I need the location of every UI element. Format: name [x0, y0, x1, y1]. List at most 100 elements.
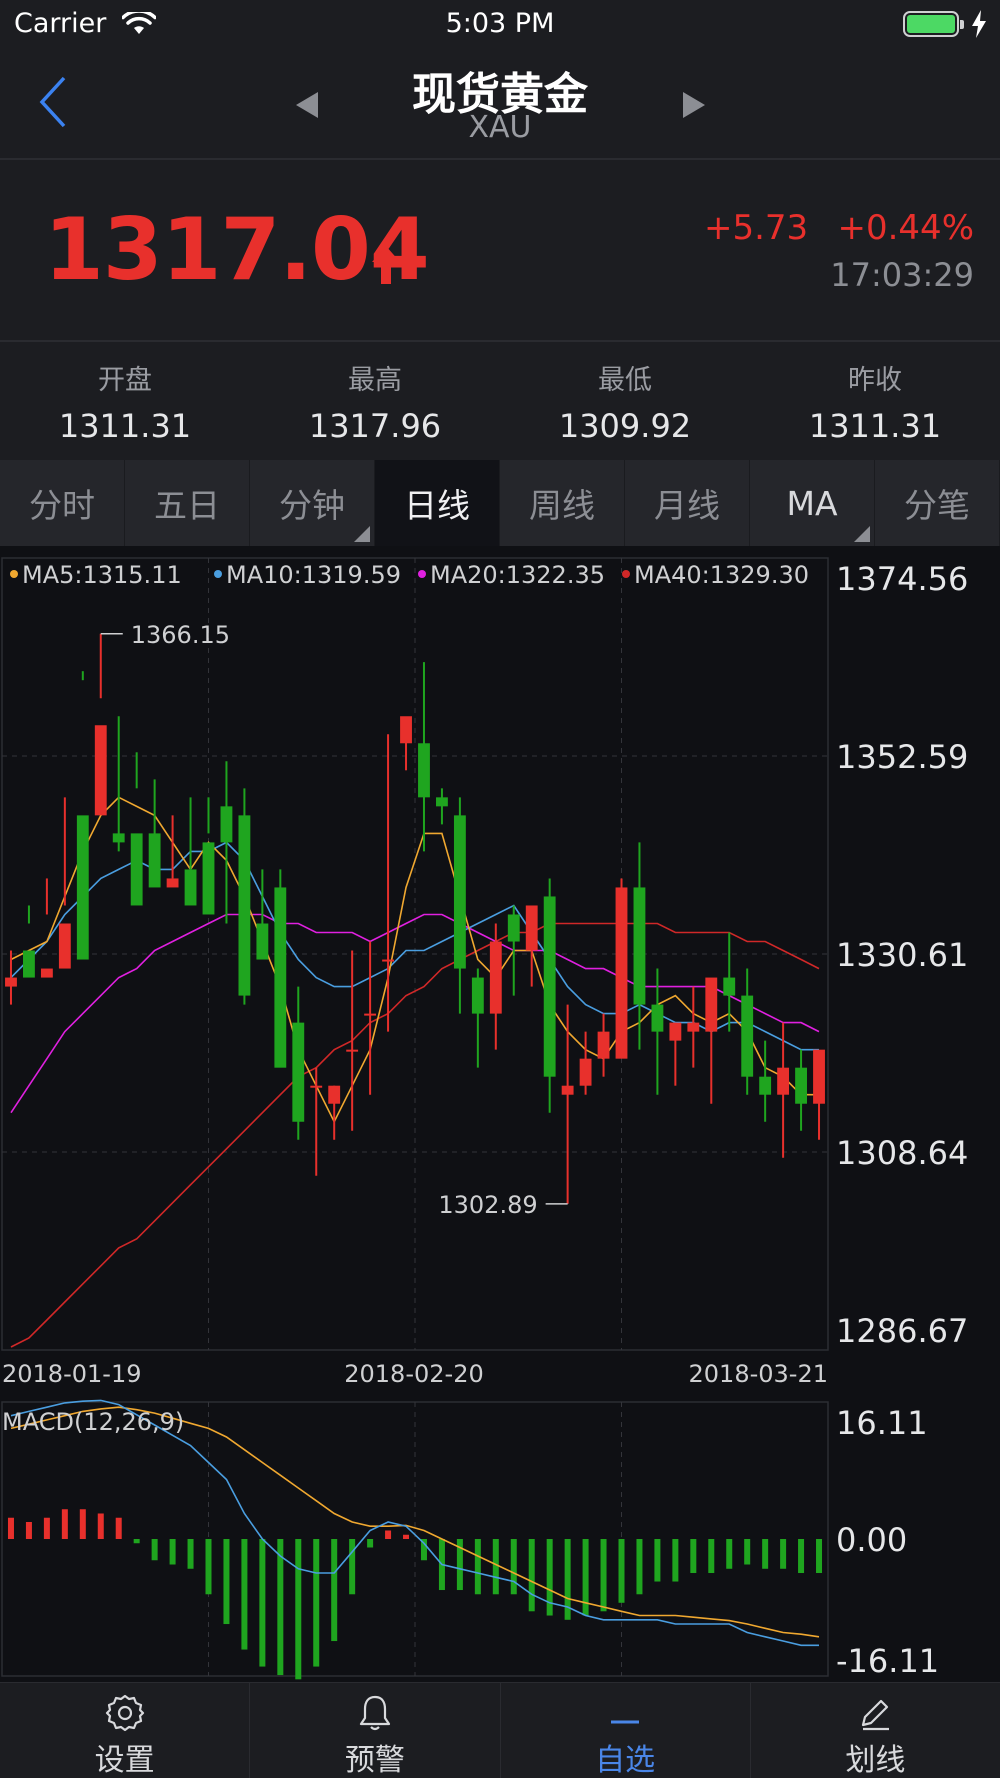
next-symbol-button[interactable]: [683, 92, 705, 118]
candle-body: [112, 833, 125, 843]
bottom-tab-watchlist[interactable]: 自选: [501, 1683, 751, 1778]
candle-body: [453, 815, 466, 969]
tab-weekly[interactable]: 周线: [500, 460, 625, 546]
macd-bar: [241, 1539, 248, 1650]
up-arrow-icon: [372, 246, 400, 284]
ma20-line: [10, 913, 820, 1114]
tab-label: 分笔: [904, 486, 970, 525]
ohlc-stats: 开盘 1311.31 最高 1317.96 最低 1309.92 昨收 1311…: [0, 342, 1000, 460]
macd-bar: [546, 1539, 553, 1616]
macd-bar: [492, 1539, 499, 1595]
macd-bar: [582, 1539, 589, 1616]
tab-ma[interactable]: MA: [750, 460, 875, 546]
status-bar: Carrier 5:03 PM: [0, 0, 1000, 48]
candle-body: [705, 977, 718, 1032]
macd-bar: [277, 1539, 284, 1676]
tab-five-day[interactable]: 五日: [125, 460, 250, 546]
gear-icon: [105, 1694, 144, 1732]
back-chevron-icon[interactable]: [36, 74, 70, 130]
candle-body: [687, 1022, 700, 1032]
macd-bar: [169, 1539, 176, 1565]
bottom-tab-alerts[interactable]: 预警: [250, 1683, 501, 1778]
quote-time: 17:03:29: [830, 256, 974, 294]
period-tabs: 分时 五日 分钟 日线 周线 月线 MA 分笔: [0, 460, 1000, 546]
macd-title: MACD(12,26,9): [2, 1408, 184, 1436]
pencil-icon: [862, 1699, 890, 1731]
stat-value: 1311.31: [808, 407, 942, 445]
stat-label: 昨收: [848, 365, 902, 396]
tab-label: 分钟: [279, 486, 345, 525]
stat-label: 最低: [598, 365, 652, 396]
tab-label: 分时: [29, 486, 95, 525]
stat-value: 1317.96: [308, 407, 442, 445]
candle-body: [669, 1022, 682, 1041]
bottom-tab-settings[interactable]: 设置: [0, 1683, 251, 1778]
bottom-tab-label: 自选: [595, 1743, 656, 1778]
battery-icon: [903, 11, 964, 37]
candle-body: [184, 869, 197, 906]
tab-monthly[interactable]: 月线: [625, 460, 750, 546]
macd-dif-line: [10, 1399, 819, 1647]
macd-bar: [762, 1539, 769, 1569]
candle-body: [813, 1049, 825, 1104]
tab-tick[interactable]: 分笔: [875, 460, 1000, 546]
current-price: 1317.04: [44, 200, 430, 300]
kline-chart[interactable]: 1374.56 1352.59 1330.61 1308.64 1286.67 1366.…: [0, 546, 1000, 1682]
tab-daily[interactable]: 日线: [375, 460, 500, 546]
stat-label: 最高: [348, 365, 402, 396]
price-change-percent: +0.44%: [837, 208, 975, 248]
candle-body: [723, 977, 736, 996]
tab-minute[interactable]: 分钟: [250, 460, 375, 546]
y-axis-tick-label: 1374.56: [836, 560, 968, 598]
macd-bar: [43, 1517, 50, 1539]
macd-y-tick-label: 16.11: [836, 1404, 928, 1442]
macd-bar: [510, 1539, 517, 1595]
page-title: 现货黄金: [412, 69, 588, 120]
legend-dot: [418, 570, 426, 578]
macd-bar: [816, 1539, 823, 1574]
candle-body: [795, 1067, 807, 1104]
macd-bar: [564, 1539, 571, 1620]
candle-body: [76, 815, 89, 960]
bottom-tab-label: 预警: [344, 1743, 405, 1778]
macd-bar: [726, 1539, 733, 1569]
candle-body: [525, 905, 538, 951]
candle-body: [166, 878, 179, 888]
stat-open: 开盘 1311.31: [0, 342, 250, 460]
y-axis-tick-label: 1308.64: [836, 1134, 968, 1172]
candle-body: [292, 1022, 305, 1122]
candle-body: [202, 842, 215, 915]
legend-dot: [622, 570, 630, 578]
stat-value: 1311.31: [58, 407, 192, 445]
candle-body: [5, 977, 17, 987]
x-axis-date-label: 2018-03-21: [689, 1360, 828, 1388]
previous-symbol-button[interactable]: [296, 92, 318, 118]
macd-bar: [205, 1539, 212, 1595]
y-axis-tick-label: 1286.67: [836, 1312, 968, 1350]
x-axis-date-label: 2018-01-19: [2, 1360, 141, 1388]
clock: 5:03 PM: [445, 8, 555, 39]
candle-body: [23, 950, 35, 978]
macd-bar: [259, 1539, 266, 1667]
macd-dea-line: [10, 1406, 820, 1638]
x-axis-date-label: 2018-02-20: [344, 1360, 483, 1388]
candle-body: [400, 716, 412, 744]
macd-y-tick-label: 0.00: [836, 1521, 907, 1559]
macd-bar: [420, 1539, 427, 1561]
tab-intraday[interactable]: 分时: [0, 460, 125, 546]
candle-body: [274, 887, 287, 1068]
price-change: +5.73: [704, 208, 809, 248]
tab-label: MA: [786, 483, 838, 523]
candle-body: [40, 968, 53, 978]
candle-body: [94, 725, 107, 816]
chart-area[interactable]: 1374.56 1352.59 1330.61 1308.64 1286.67 1366.…: [0, 546, 1000, 1682]
tab-label: 月线: [654, 486, 720, 525]
candle-body: [364, 1013, 377, 1016]
macd-bar: [151, 1539, 158, 1561]
minus-icon: [611, 1720, 640, 1724]
candle-body: [561, 1085, 574, 1095]
stat-low: 最低 1309.92: [500, 342, 750, 460]
macd-bar: [744, 1539, 751, 1565]
wifi-icon: [122, 12, 156, 34]
bottom-tab-draw[interactable]: 划线: [751, 1683, 1000, 1778]
